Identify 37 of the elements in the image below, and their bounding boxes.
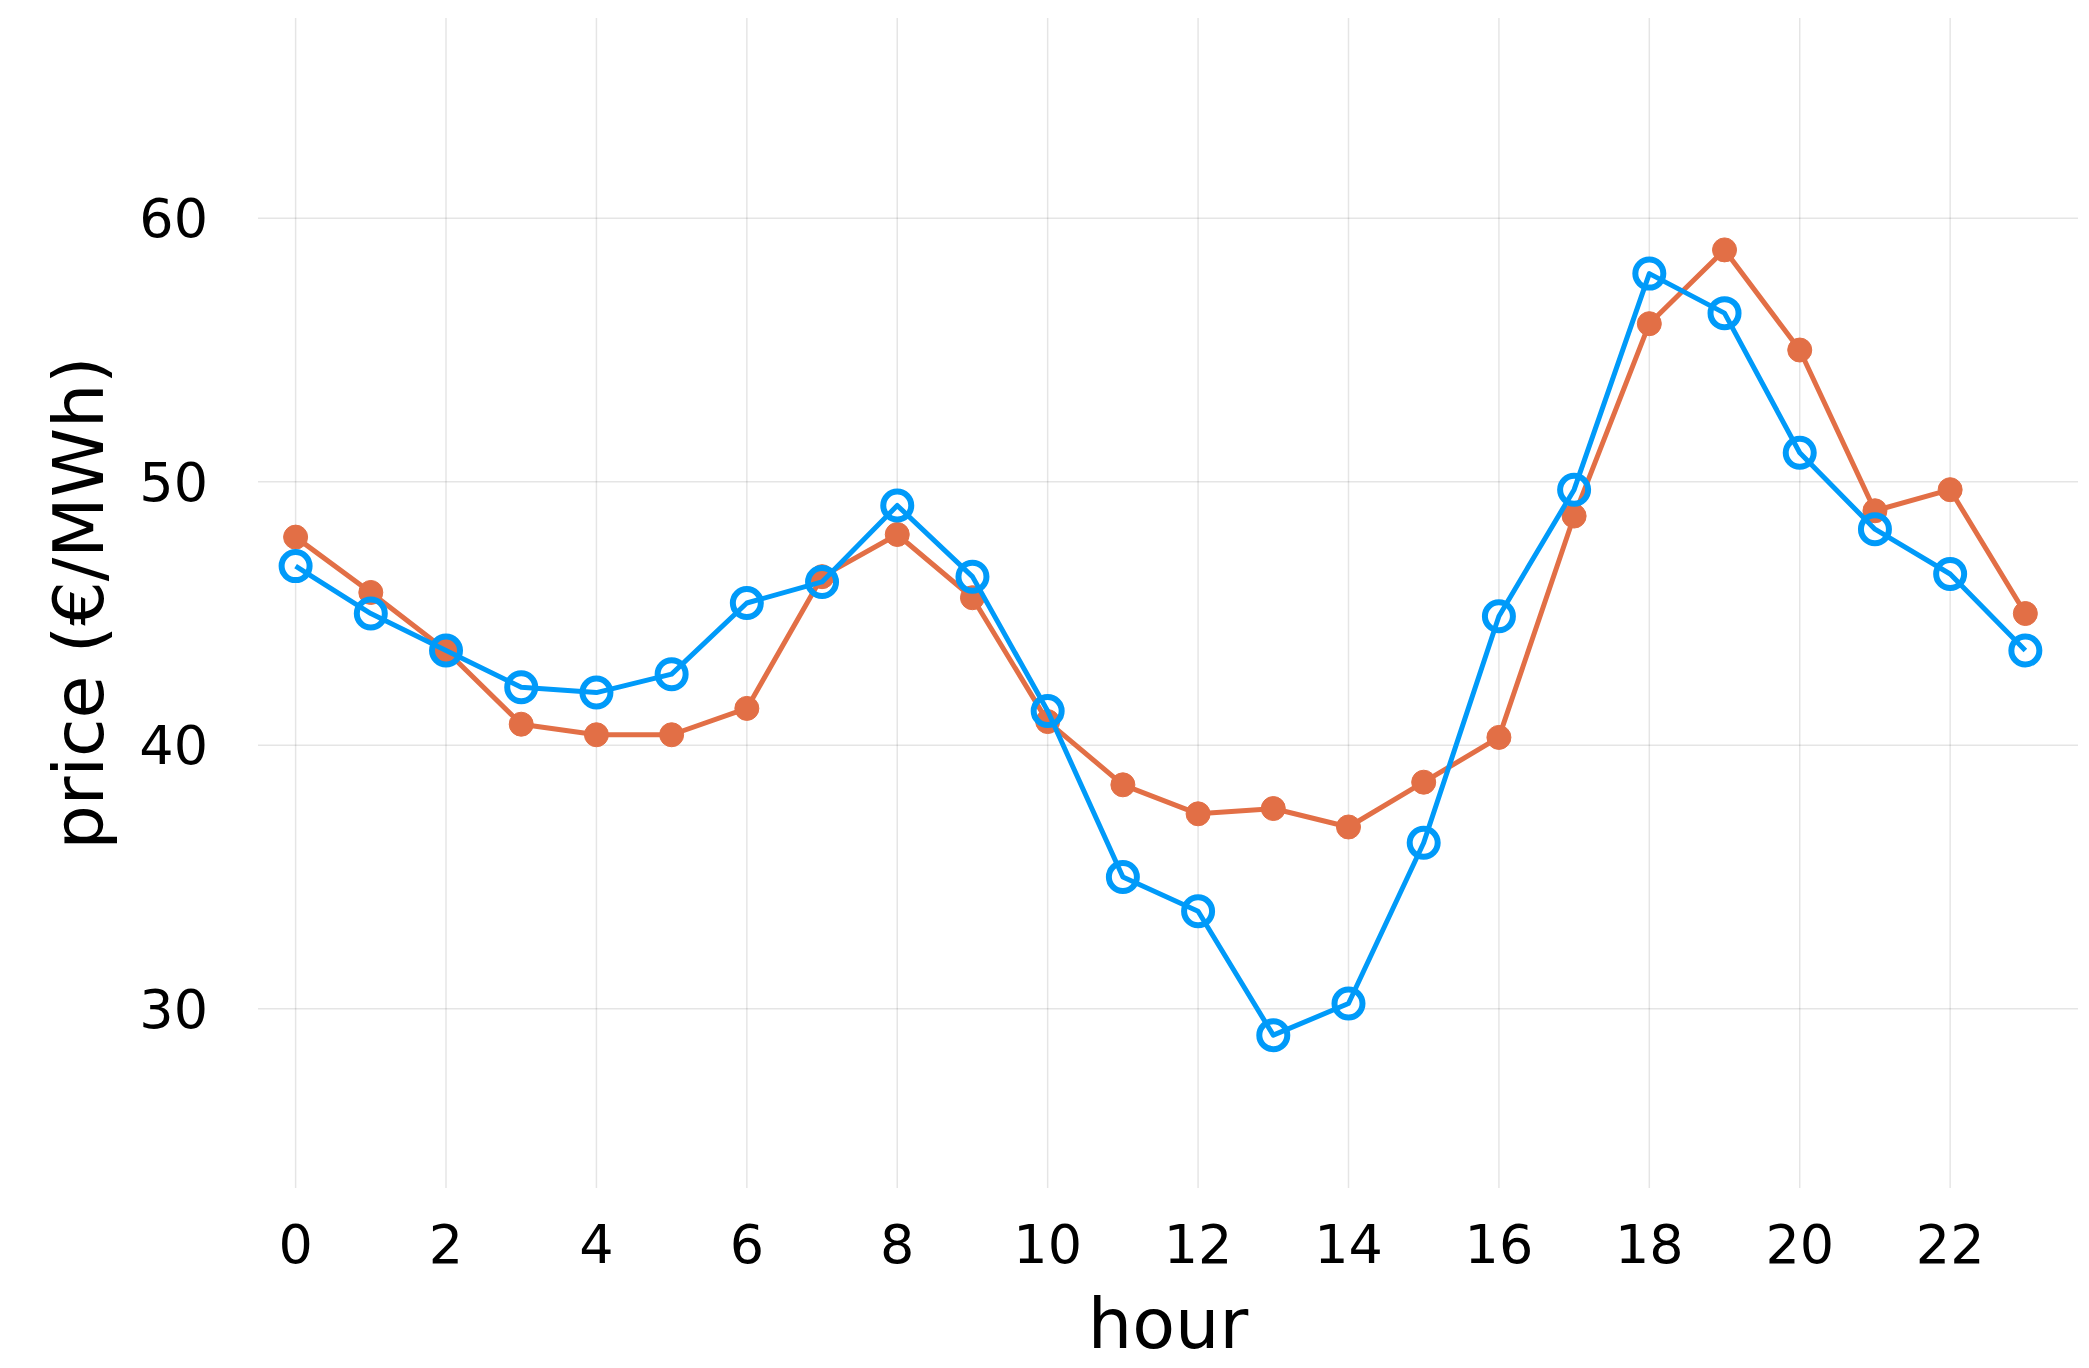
x-tick-label: 10 [1013,1213,1083,1276]
x-tick-label: 0 [278,1213,313,1276]
point [1411,769,1437,795]
x-tick-label: 22 [1915,1213,1985,1276]
x-tick-label: 16 [1464,1213,1534,1276]
point [1561,503,1587,529]
x-tick-label: 12 [1163,1213,1233,1276]
y-axis-title: price (€/MWh) [38,356,120,850]
point [508,711,534,737]
y-tick-label: 50 [139,450,208,514]
y-tick-label: 40 [139,714,208,778]
x-tick-label: 6 [729,1213,765,1276]
point [2012,601,2038,627]
point [1336,814,1361,840]
point [1260,796,1286,822]
x-tick-label: 18 [1614,1213,1684,1276]
y-tick-label: 30 [139,977,208,1041]
point [734,695,760,721]
x-tick-label: 8 [880,1213,915,1276]
point [884,521,910,547]
point [283,524,309,550]
point [583,722,609,748]
point [1486,724,1512,750]
x-tick-label: 14 [1314,1213,1383,1276]
x-axis-title: hour [1087,1283,1249,1365]
point [659,722,685,748]
point [1933,557,1968,592]
point [1787,337,1813,363]
x-tick-label: 4 [579,1213,614,1276]
point [1937,477,1963,503]
x-tick-label: 2 [428,1213,464,1276]
point [1712,237,1738,263]
y-tick-label: 60 [139,187,208,251]
point [1636,311,1662,337]
x-tick-label: 20 [1765,1213,1835,1276]
point [1185,801,1211,827]
point [1110,772,1136,798]
